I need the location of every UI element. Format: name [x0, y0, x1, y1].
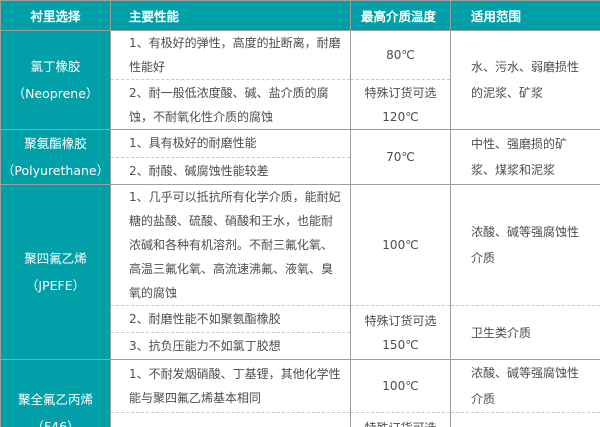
- table-row: 2、耐磨性能不如聚氨酯橡胶 特殊订货可选 150℃ 卫生类介质: [1, 305, 600, 360]
- cell-performance: 3、抗负压能力不如氯丁胶想: [110, 332, 351, 360]
- lining-name: 聚全氟乙丙烯: [17, 392, 93, 408]
- table-row: 3、抗负压能力不如氯丁胶想: [1, 332, 600, 360]
- temp-line: 100℃: [382, 238, 419, 252]
- cell-lining-f46: 聚全氟乙丙烯 （F46）: [0, 359, 111, 427]
- lining-name: 氯丁橡胶: [30, 59, 81, 74]
- col-header-lining: 衬里选择: [0, 0, 111, 31]
- lining-alias: （JPEFE）: [25, 278, 86, 293]
- temp-line: 80℃: [386, 48, 415, 62]
- cell-temp: 100℃: [350, 359, 451, 413]
- lining-alias: （Neoprene）: [12, 86, 99, 101]
- table-row: 聚氨酯橡胶 （Polyurethane） 1、具有极好的耐磨性能 70℃ 中性、…: [0, 129, 600, 185]
- cell-performance: 1、具有极好的耐磨性能: [110, 129, 351, 158]
- col-header-scope: 适用范围: [450, 0, 600, 31]
- table-row: 2、抗负压能力高于聚四氟乙烯 特殊订货可选 150℃ 卫生类介质: [1, 412, 600, 427]
- cell-performance: 2、抗负压能力高于聚四氟乙烯: [110, 412, 351, 427]
- lining-alias: （F46）: [31, 419, 80, 427]
- table-row: 2、耐一般低浓度酸、碱、盐介质的腐蚀，不耐氧化性介质的腐蚀 特殊订货可选 120…: [1, 79, 600, 130]
- cell-lining-ptfe: 聚四氟乙烯 （JPEFE）: [0, 184, 111, 360]
- temp-line: 70℃: [386, 150, 415, 164]
- cell-scope: 浓酸、碱等强腐蚀性介质: [450, 184, 600, 306]
- col-header-max-temp: 最高介质温度: [350, 0, 451, 31]
- cell-scope: 水、污水、弱磨损性的泥浆、矿浆: [450, 30, 600, 130]
- cell-lining-polyurethane: 聚氨酯橡胶 （Polyurethane）: [0, 129, 111, 185]
- table-row: 聚四氟乙烯 （JPEFE） 1、几乎可以抵抗所有化学介质，能耐妃糖的盐酸、硫酸、…: [0, 184, 600, 360]
- lining-alias: （Polyurethane）: [1, 163, 110, 178]
- lining-name: 聚四氟乙烯: [24, 251, 87, 266]
- cell-scope: 浓酸、碱等强腐蚀性介质: [450, 359, 600, 413]
- cell-scope: 卫生类介质: [450, 412, 600, 427]
- table-row: 聚全氟乙丙烯 （F46） 1、不耐发烟硝酸、丁基锂，其他化学性能与聚四氟乙烯基本…: [0, 359, 600, 427]
- header-row: 衬里选择 主要性能 最高介质温度 适用范围: [0, 0, 600, 31]
- cell-temp: 80℃: [350, 30, 451, 80]
- table-row: 氯丁橡胶 （Neoprene） 1、有极好的弹性，高度的扯断离，耐磨性能好 80…: [0, 30, 600, 130]
- cell-temp: 特殊订货可选 150℃: [350, 412, 451, 427]
- cell-performance: 2、耐一般低浓度酸、碱、盐介质的腐蚀，不耐氧化性介质的腐蚀: [110, 79, 351, 130]
- temp-line: 120℃: [382, 109, 419, 124]
- cell-temp: 100℃: [350, 184, 451, 306]
- cell-temp: 70℃: [350, 129, 451, 185]
- cell-scope: 中性、强磨损的矿浆、煤浆和泥浆: [450, 129, 600, 185]
- cell-performance: 2、耐酸、碱腐蚀性能较差: [110, 156, 351, 185]
- lining-name: 聚氨酯橡胶: [24, 136, 87, 151]
- temp-line: 特殊订货可选: [364, 313, 437, 328]
- cell-temp: 特殊订货可选 120℃: [350, 79, 451, 130]
- cell-scope: 卫生类介质: [450, 305, 600, 360]
- temp-line: 特殊订货可选: [352, 416, 450, 427]
- cell-performance: 1、有极好的弹性，高度的扯断离，耐磨性能好: [110, 30, 351, 80]
- cell-temp: 特殊订货可选 150℃: [350, 305, 451, 360]
- cell-performance: 2、耐磨性能不如聚氨酯橡胶: [110, 305, 351, 333]
- cell-performance: 1、几乎可以抵抗所有化学介质，能耐妃糖的盐酸、硫酸、硝酸和王水，也能耐浓碱和各种…: [110, 184, 351, 306]
- temp-line: 150℃: [382, 337, 419, 352]
- temp-line: 特殊订货可选: [364, 85, 437, 100]
- col-header-performance: 主要性能: [110, 0, 351, 31]
- cell-performance: 1、不耐发烟硝酸、丁基锂，其他化学性能与聚四氟乙烯基本相同: [110, 359, 351, 413]
- cell-lining-neoprene: 氯丁橡胶 （Neoprene）: [0, 30, 111, 130]
- temp-line: 100℃: [382, 379, 419, 393]
